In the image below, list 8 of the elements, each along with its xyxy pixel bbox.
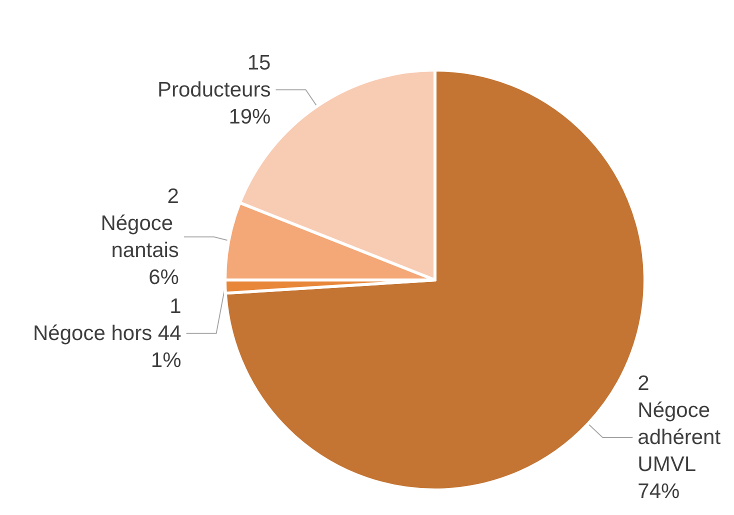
slice-label: 1 Négoce hors 44 bbox=[33, 294, 182, 345]
data-label: 1% bbox=[150, 348, 182, 372]
slice-label: 2 Négoce adhérent UMVL bbox=[638, 372, 726, 476]
data-label: 74% bbox=[638, 480, 680, 503]
slice-label: 2 Négoce nantais bbox=[100, 184, 179, 262]
slice-label: 15 Producteurs bbox=[157, 51, 271, 102]
data-label: 19% bbox=[228, 105, 271, 128]
data-label: 6% bbox=[148, 266, 179, 289]
